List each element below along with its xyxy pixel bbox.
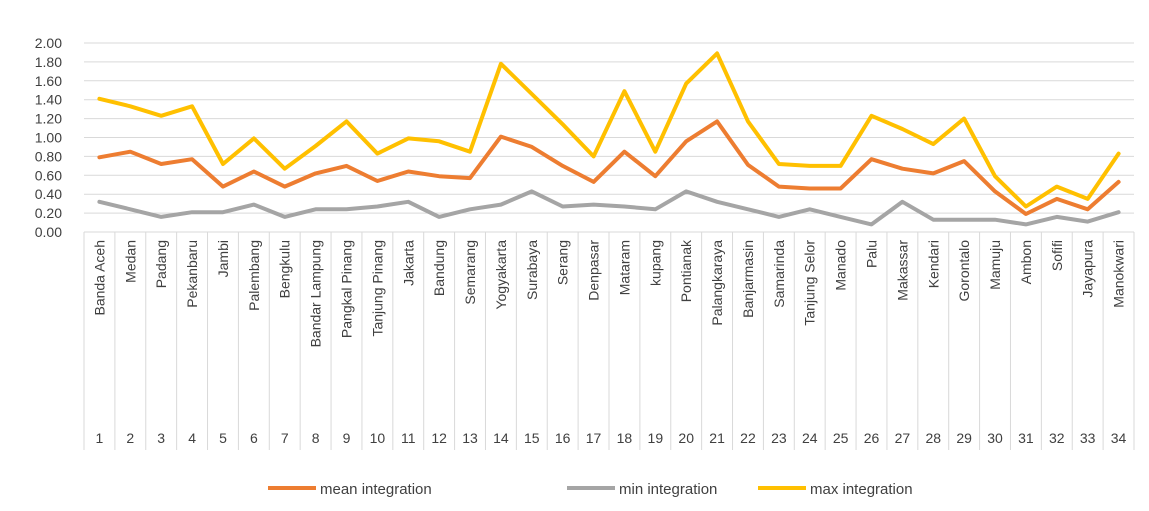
category-label: Jayapura bbox=[1080, 240, 1096, 298]
category-label: Kendari bbox=[925, 240, 941, 288]
y-tick-label: 2.00 bbox=[35, 35, 62, 51]
y-tick-label: 0.20 bbox=[35, 205, 62, 221]
category-label: Palu bbox=[864, 240, 880, 268]
category-label: Jambi bbox=[215, 240, 231, 277]
legend-label: max integration bbox=[810, 481, 913, 498]
category-number: 18 bbox=[617, 430, 633, 446]
category-number: 27 bbox=[895, 430, 911, 446]
category-number: 19 bbox=[648, 430, 664, 446]
category-label: Yogyakarta bbox=[493, 240, 509, 310]
category-number: 12 bbox=[431, 430, 447, 446]
category-label: Medan bbox=[122, 240, 138, 283]
category-number: 7 bbox=[281, 430, 289, 446]
category-number: 22 bbox=[740, 430, 756, 446]
category-number: 32 bbox=[1049, 430, 1065, 446]
category-label: Palembang bbox=[246, 240, 262, 311]
category-label: Semarang bbox=[462, 240, 478, 305]
series-line-mean-integration bbox=[97, 119, 1121, 216]
y-tick-label: 0.00 bbox=[35, 224, 62, 240]
category-number: 10 bbox=[370, 430, 386, 446]
category-number: 25 bbox=[833, 430, 849, 446]
category-number: 5 bbox=[219, 430, 227, 446]
category-number: 9 bbox=[343, 430, 351, 446]
category-number: 8 bbox=[312, 430, 320, 446]
category-number: 1 bbox=[96, 430, 104, 446]
category-label: kupang bbox=[647, 240, 663, 286]
category-label: Palangkaraya bbox=[709, 240, 725, 326]
category-label: Manado bbox=[833, 240, 849, 291]
category-label: Sofifi bbox=[1049, 240, 1065, 271]
category-label: Tanjung Selor bbox=[802, 240, 818, 326]
y-tick-label: 1.80 bbox=[35, 54, 62, 70]
category-number: 30 bbox=[987, 430, 1003, 446]
legend-label: min integration bbox=[619, 481, 717, 498]
y-tick-label: 0.40 bbox=[35, 186, 62, 202]
category-label: Tanjung Pinang bbox=[369, 240, 385, 337]
category-number: 28 bbox=[925, 430, 941, 446]
category-number: 2 bbox=[126, 430, 134, 446]
category-number: 6 bbox=[250, 430, 258, 446]
category-number: 21 bbox=[709, 430, 725, 446]
gridlines bbox=[84, 42, 1134, 233]
y-tick-label: 1.20 bbox=[35, 111, 62, 127]
category-number: 14 bbox=[493, 430, 509, 446]
series-line-max-integration bbox=[97, 51, 1121, 209]
y-tick-label: 0.60 bbox=[35, 167, 62, 183]
category-label: Jakarta bbox=[400, 240, 416, 286]
category-label: Samarinda bbox=[771, 240, 787, 308]
category-number: 15 bbox=[524, 430, 540, 446]
category-label: Serang bbox=[555, 240, 571, 285]
category-label: Pangkal Pinang bbox=[339, 240, 355, 338]
category-label: Padang bbox=[153, 240, 169, 288]
category-number: 11 bbox=[401, 430, 416, 446]
category-number: 31 bbox=[1018, 430, 1034, 446]
category-label: Banjarmasin bbox=[740, 240, 756, 318]
category-number: 33 bbox=[1080, 430, 1096, 446]
category-labels: Banda Aceh Medan Padang Pekanbaru Jambi Palem… bbox=[91, 239, 1126, 347]
series-line-min-integration bbox=[97, 189, 1121, 227]
category-number: 34 bbox=[1111, 430, 1127, 446]
category-number: 20 bbox=[678, 430, 694, 446]
category-number: 17 bbox=[586, 430, 602, 446]
category-label: Mamuju bbox=[987, 240, 1003, 290]
legend-label: mean integration bbox=[320, 481, 432, 498]
series-lines bbox=[97, 51, 1121, 227]
category-label: Makassar bbox=[894, 240, 910, 301]
category-label: Manokwari bbox=[1111, 240, 1127, 308]
category-number: 29 bbox=[956, 430, 972, 446]
y-tick-label: 1.60 bbox=[35, 73, 62, 89]
category-number: 26 bbox=[864, 430, 880, 446]
category-label: Gorontalo bbox=[956, 240, 972, 302]
y-tick-label: 1.00 bbox=[35, 130, 62, 146]
category-table-frame bbox=[83, 232, 1135, 450]
category-number: 23 bbox=[771, 430, 787, 446]
category-number: 24 bbox=[802, 430, 818, 446]
category-numbers: 1 2 3 4 5 6 7 8 9 10 11 12 13 14 15 16 17 18 19 20 21 22 23 24 2… bbox=[96, 430, 1127, 446]
category-number: 4 bbox=[188, 430, 196, 446]
y-axis-ticks: 0.00 0.20 0.40 0.60 0.80 1.00 1.20 1.40 1.60 1.80… bbox=[35, 35, 62, 240]
category-label: Ambon bbox=[1018, 240, 1034, 284]
y-tick-label: 0.80 bbox=[35, 148, 62, 164]
category-label: Bandar Lampung bbox=[308, 240, 324, 347]
y-tick-label: 1.40 bbox=[35, 92, 62, 108]
category-label: Bandung bbox=[431, 240, 447, 296]
category-label: Banda Aceh bbox=[91, 240, 107, 316]
category-label: Mataram bbox=[616, 240, 632, 295]
category-label: Pekanbaru bbox=[184, 240, 200, 308]
category-number: 13 bbox=[462, 430, 478, 446]
category-label: Denpasar bbox=[586, 240, 602, 301]
category-number: 16 bbox=[555, 430, 571, 446]
category-number: 3 bbox=[157, 430, 165, 446]
category-label: Pontianak bbox=[678, 239, 694, 302]
category-label: Bengkulu bbox=[277, 240, 293, 298]
legend: mean integration min integration max integ… bbox=[268, 481, 913, 498]
category-label: Surabaya bbox=[524, 240, 540, 300]
